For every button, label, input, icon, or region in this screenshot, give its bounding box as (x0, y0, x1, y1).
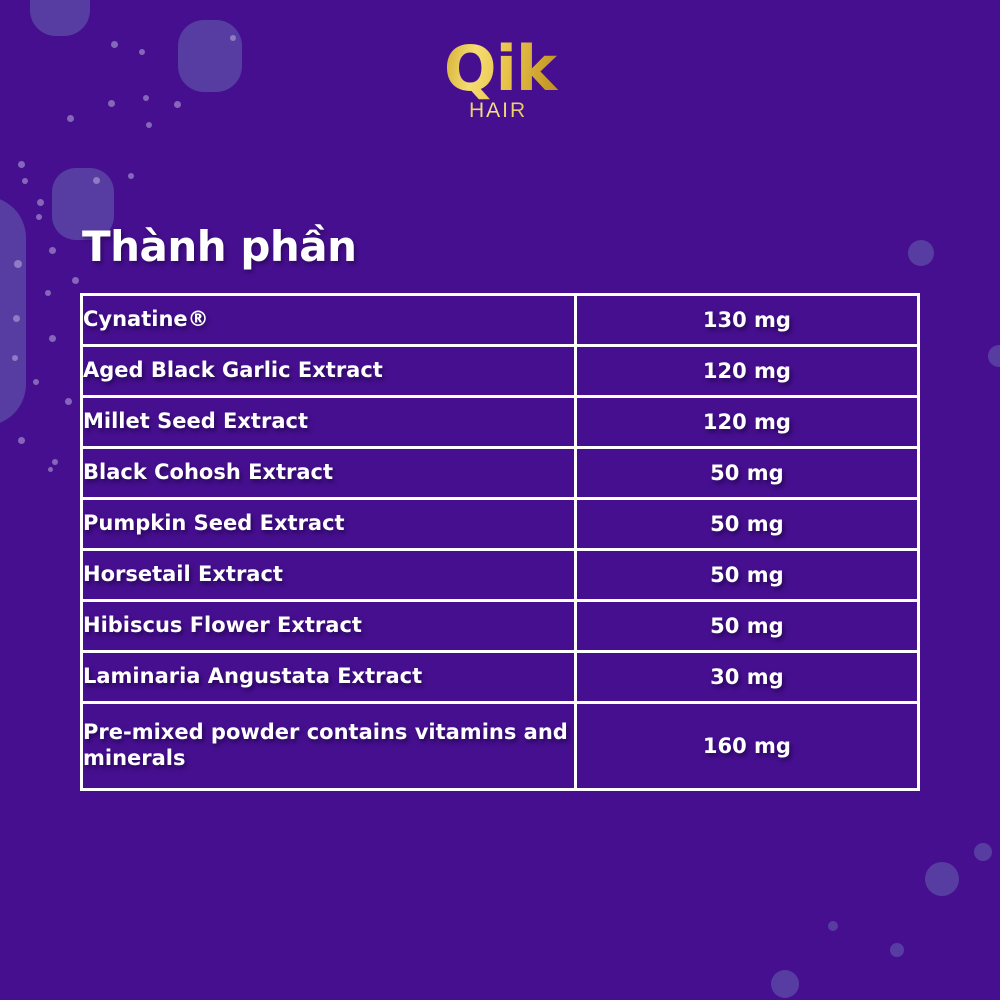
decor-circle (908, 240, 934, 266)
table-row: Aged Black Garlic Extract 120 mg (83, 347, 917, 395)
decor-dot (48, 467, 53, 472)
ingredient-name: Cynatine® (83, 296, 574, 344)
ingredients-table-body: Cynatine® 130 mg Aged Black Garlic Extra… (83, 296, 917, 788)
decor-dot (13, 315, 20, 322)
ingredient-name: Millet Seed Extract (83, 398, 574, 446)
decor-rounded-square (0, 196, 26, 426)
decor-dot (37, 199, 44, 206)
ingredient-amount: 120 mg (576, 398, 917, 446)
ingredient-amount: 130 mg (576, 296, 917, 344)
decor-rounded-square (30, 0, 90, 36)
decor-dot (18, 161, 25, 168)
ingredient-name: Laminaria Angustata Extract (83, 653, 574, 701)
ingredient-amount: 160 mg (576, 704, 917, 788)
ingredients-table: Cynatine® 130 mg Aged Black Garlic Extra… (80, 293, 920, 791)
decor-circle (828, 921, 838, 931)
ingredient-name: Aged Black Garlic Extract (83, 347, 574, 395)
decor-dot (65, 398, 72, 405)
ingredient-amount: 120 mg (576, 347, 917, 395)
ingredient-name: Horsetail Extract (83, 551, 574, 599)
table-row: Horsetail Extract 50 mg (83, 551, 917, 599)
table-row: Laminaria Angustata Extract 30 mg (83, 653, 917, 701)
ingredient-name: Hibiscus Flower Extract (83, 602, 574, 650)
decor-dot (230, 35, 236, 41)
ingredient-name: Pre-mixed powder contains vitamins and m… (83, 704, 574, 788)
decor-dot (49, 335, 56, 342)
logo-wordmark-secondary: HAIR (435, 100, 565, 121)
decor-dot (52, 459, 58, 465)
table-row: Black Cohosh Extract 50 mg (83, 449, 917, 497)
decor-dot (128, 173, 134, 179)
decor-circle (974, 843, 992, 861)
logo-mark: Qik HAIR (435, 38, 565, 138)
ingredient-name: Black Cohosh Extract (83, 449, 574, 497)
table-row: Hibiscus Flower Extract 50 mg (83, 602, 917, 650)
ingredient-name: Pumpkin Seed Extract (83, 500, 574, 548)
table-row: Pre-mixed powder contains vitamins and m… (83, 704, 917, 788)
decor-dot (22, 178, 28, 184)
decor-dot (33, 379, 39, 385)
table-row: Millet Seed Extract 120 mg (83, 398, 917, 446)
decor-circle (925, 862, 959, 896)
ingredient-amount: 50 mg (576, 449, 917, 497)
table-row: Cynatine® 130 mg (83, 296, 917, 344)
decor-dot (49, 247, 56, 254)
decor-dot (12, 355, 18, 361)
decor-circle (771, 970, 799, 998)
decor-dot (36, 214, 42, 220)
logo-wordmark-primary: Qik (435, 38, 565, 100)
brand-logo: Qik HAIR (0, 38, 1000, 144)
ingredient-amount: 50 mg (576, 602, 917, 650)
decor-circle (988, 345, 1000, 367)
decor-dot (93, 177, 100, 184)
decor-circle (890, 943, 904, 957)
decor-dot (18, 437, 25, 444)
decor-dot (45, 290, 51, 296)
table-row: Pumpkin Seed Extract 50 mg (83, 500, 917, 548)
decor-dot (72, 277, 79, 284)
ingredient-amount: 30 mg (576, 653, 917, 701)
ingredient-amount: 50 mg (576, 551, 917, 599)
decor-dot (14, 260, 22, 268)
ingredient-amount: 50 mg (576, 500, 917, 548)
page-title: Thành phần (82, 222, 357, 271)
